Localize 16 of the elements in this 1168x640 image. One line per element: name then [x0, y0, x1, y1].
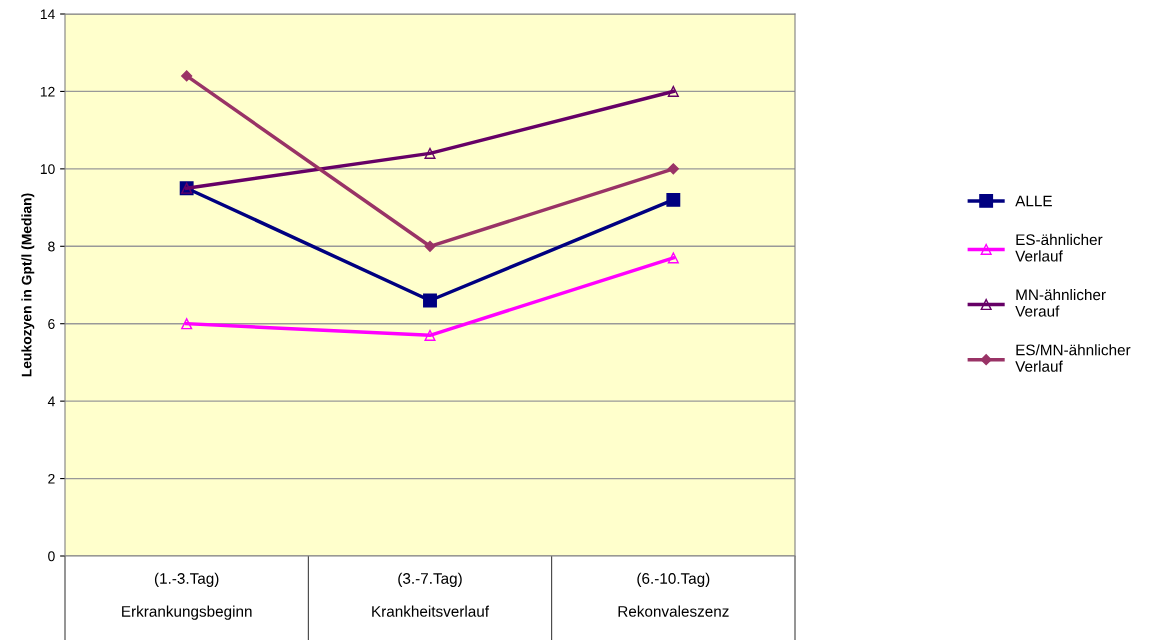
category-label: (1.-3.Tag) Erkrankungsbeginn: [122, 572, 252, 620]
y-tick-label: 4: [47, 396, 55, 407]
y-tick-label: 10: [40, 164, 55, 175]
y-tick-label: 0: [48, 551, 55, 562]
y-tick-label: 2: [48, 473, 55, 484]
legend-label: ES-ähnlicher Verlauf: [1015, 233, 1103, 262]
legend-label: ALLE: [1015, 195, 1052, 207]
category-label: (6.-10.Tag) Rekonvaleszenz: [618, 572, 729, 617]
category-label: (3.-7.Tag) Krankheitsverlauf: [372, 572, 490, 617]
legend-label: ES/MN-ähnlicher Verlauf: [1015, 344, 1131, 372]
y-tick-label: 14: [40, 9, 55, 20]
y-tick-label: 6: [48, 319, 55, 329]
y-tick-label: 12: [40, 86, 55, 97]
legend-label: MN-ähnlicher Verauf: [1015, 288, 1106, 317]
y-tick-label: 8: [48, 241, 55, 252]
y-axis-title: Leukozyen in Gpt/l (Median): [21, 193, 35, 377]
